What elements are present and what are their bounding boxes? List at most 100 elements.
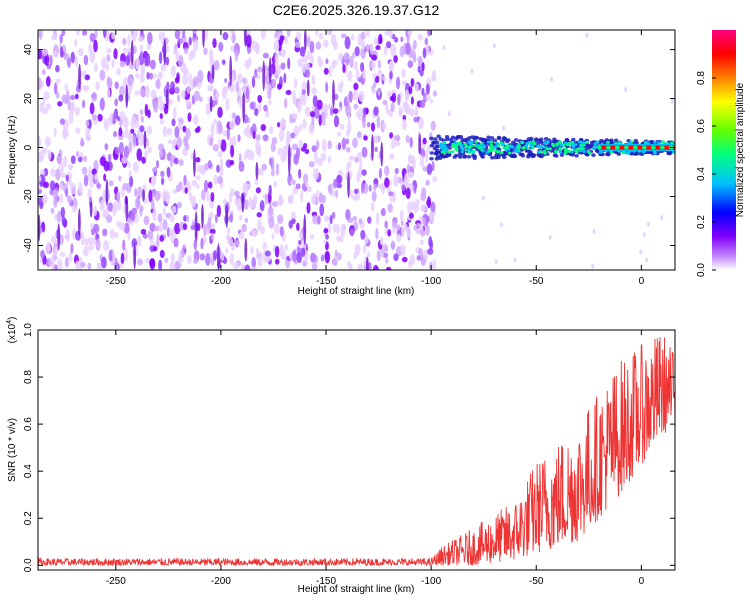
noise-blob [45,76,51,87]
noise-blob [172,106,177,119]
noise-streak [255,161,259,180]
noise-blob [274,245,280,258]
noise-blob [354,46,360,57]
noise-blob [366,251,371,258]
noise-blob [137,186,143,199]
noise-blob [360,62,365,72]
spectrogram-xtick-label: -50 [529,276,544,287]
signal-blob [548,147,552,151]
noise-blob [174,30,180,40]
noise-blob [225,247,229,254]
noise-blob [128,140,133,154]
signal-blob [507,151,512,155]
noise-streak [57,223,61,251]
noise-blob [137,235,142,247]
noise-blob [239,95,243,109]
noise-blob [315,140,320,150]
noise-blob [336,183,343,189]
noise-blob [299,123,303,132]
noise-blob [270,142,276,153]
noise-streak [130,39,134,66]
signal-blob [561,143,566,147]
noise-blob [347,112,351,123]
noise-blob [147,229,154,240]
noise-blob [345,138,349,145]
signal-blob [538,150,543,154]
noise-blob [182,223,188,231]
noise-blob [421,62,425,72]
noise-blob [323,228,329,234]
signal-blob [501,142,506,146]
noise-blob [313,150,318,159]
noise-blob [292,179,296,185]
snr-ytick-label: 0.8 [23,370,34,384]
noise-blob [370,54,377,61]
noise-blob [305,68,311,78]
noise-blob [296,222,300,231]
noise-blob [393,55,398,63]
noise-blob [130,211,136,222]
noise-blob [260,30,267,40]
noise-blob [275,64,281,76]
noise-blob [277,147,283,156]
noise-blob [91,168,97,176]
noise-blob [370,122,376,132]
noise-blob [405,134,410,143]
noise-blob [135,119,140,129]
noise-blob [406,201,413,215]
noise-blob [371,190,377,202]
noise-blob [481,195,485,201]
noise-blob [191,48,196,59]
noise-blob [256,219,262,232]
signal-blob [469,140,474,144]
noise-blob [329,106,334,116]
noise-blob [218,41,224,52]
noise-blob [430,98,434,104]
noise-blob [136,128,141,136]
noise-blob [333,178,338,189]
signal-blob [494,149,499,153]
noise-streak [143,130,147,150]
signal-blob [443,148,447,152]
signal-blob [525,141,530,145]
noise-blob [373,178,379,185]
noise-blob [175,51,180,62]
noise-blob [259,200,265,212]
noise-blob [645,257,649,263]
noise-blob [93,205,98,217]
signal-blob [660,140,665,144]
noise-blob [257,94,263,103]
signal-blob [447,146,452,150]
noise-blob [429,213,434,223]
signal-blob [588,151,592,155]
noise-blob [43,167,49,177]
noise-blob [222,31,229,41]
noise-blob [228,214,234,223]
noise-blob [432,176,438,183]
noise-blob [369,45,374,52]
noise-blob [207,85,212,92]
noise-blob [61,30,66,37]
noise-blob [182,74,189,86]
signal-blob [558,150,563,154]
noise-blob [412,39,417,50]
signal-blob [570,140,575,144]
noise-blob [308,161,315,168]
noise-streak [77,208,81,237]
noise-blob [350,34,355,41]
signal-blob [445,153,450,158]
noise-blob [349,170,353,181]
noise-blob [191,195,197,208]
noise-blob [183,174,187,186]
noise-blob [74,38,78,47]
noise-blob [414,83,419,93]
noise-blob [375,212,380,225]
spectrogram-xlabel: Height of straight line (km) [298,286,415,297]
noise-blob [183,67,189,77]
noise-blob [185,128,191,140]
noise-blob [91,91,98,102]
noise-blob [122,37,127,46]
noise-blob [336,174,342,184]
noise-blob [255,187,261,194]
